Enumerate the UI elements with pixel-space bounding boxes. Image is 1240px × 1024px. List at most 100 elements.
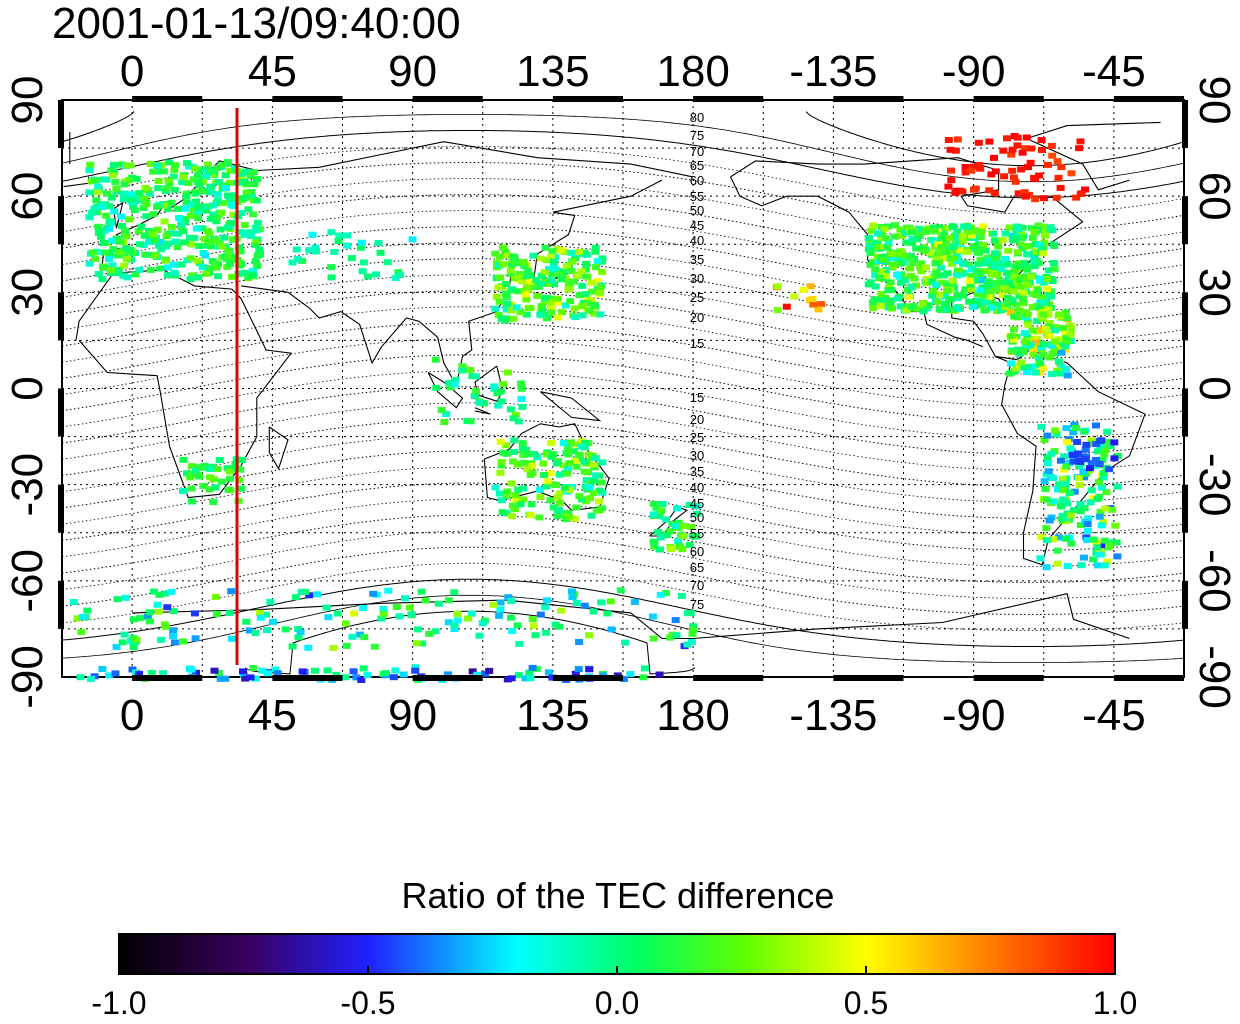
tec-pixel [132, 637, 141, 643]
tec-pixel [100, 240, 108, 246]
tec-pixel [223, 159, 232, 166]
tec-pixel [188, 498, 196, 505]
tec-pixel [932, 270, 941, 277]
tec-pixel [141, 251, 150, 258]
tec-pixel [224, 248, 233, 254]
tec-pixel [993, 271, 1002, 278]
tec-pixel [917, 229, 926, 235]
tec-pixel [88, 249, 97, 256]
tec-pixel [153, 203, 162, 210]
tec-pixel [186, 212, 195, 219]
tec-pixel [1074, 475, 1083, 481]
tec-pixel [692, 533, 701, 540]
tec-pixel [77, 629, 86, 635]
tec-pixel [967, 286, 976, 293]
tec-pixel [546, 254, 555, 261]
bottom-scale-bar [552, 675, 623, 681]
tec-pixel [1063, 500, 1072, 507]
tec-pixel [958, 232, 967, 239]
tec-pixel [522, 296, 531, 303]
tec-pixel [593, 257, 602, 264]
tec-pixel [1043, 286, 1052, 292]
contour-label-south: 35 [690, 464, 704, 479]
tec-pixel [1029, 351, 1038, 358]
tec-pixel [508, 261, 516, 268]
tec-pixel [1102, 489, 1111, 496]
tec-pixel [1113, 553, 1122, 560]
tec-pixel [1081, 446, 1090, 453]
tec-pixel [912, 282, 920, 289]
tec-pixel [472, 388, 481, 395]
tec-pixel [513, 461, 522, 468]
tec-pixel [153, 162, 162, 169]
tec-pixel [946, 146, 955, 153]
tec-pixel [886, 299, 895, 306]
tec-pixel [170, 261, 179, 268]
tec-pixel [1028, 363, 1037, 370]
tec-pixel [1030, 228, 1039, 235]
tec-pixel [969, 243, 978, 250]
colorbar: Ratio of the TEC difference -1.0 -0.5 0.0 0… [91, 875, 1137, 1021]
tec-pixel [199, 204, 208, 210]
tec-pixel [548, 277, 556, 284]
tec-pixel [1099, 470, 1108, 476]
tec-pixel [1072, 424, 1081, 431]
tec-pixel [1002, 300, 1011, 307]
tec-pixel [506, 270, 515, 277]
tec-pixel [466, 366, 475, 373]
tec-pixel [107, 194, 116, 201]
tec-pixel [1060, 453, 1069, 460]
tec-pixel [560, 484, 569, 491]
tec-pixel [1015, 277, 1024, 283]
tec-pixel [566, 439, 575, 446]
bottom-lon-tick-label: -90 [942, 691, 1006, 740]
tec-pixel [1030, 263, 1039, 270]
tec-pixel [1010, 274, 1019, 280]
tec-pixel [1056, 457, 1065, 464]
tec-pixel [163, 206, 172, 212]
tec-pixel [226, 260, 234, 267]
tec-pixel [173, 205, 182, 212]
tec-pixel [871, 244, 880, 251]
tec-pixel [252, 238, 261, 245]
tec-pixel [1103, 438, 1112, 445]
tec-pixel [1017, 231, 1026, 238]
tec-pixel [880, 225, 889, 232]
tec-pixel [906, 265, 915, 272]
tec-pixel [947, 177, 956, 184]
tec-pixel [149, 211, 158, 218]
tec-pixel [958, 238, 967, 245]
tec-pixel [79, 613, 87, 620]
tec-pixel [490, 385, 499, 392]
tec-pixel [1061, 535, 1070, 542]
tec-pixel [935, 305, 944, 312]
tec-pixel [526, 272, 535, 279]
tec-pixel [186, 255, 195, 262]
tec-pixel [940, 293, 949, 300]
tec-pixel [105, 225, 114, 232]
tec-pixel [467, 610, 476, 617]
tec-pixel [125, 216, 134, 223]
tec-pixel [1042, 537, 1051, 544]
tec-pixel [966, 224, 975, 231]
tec-pixel [221, 172, 230, 179]
tec-pixel [291, 594, 300, 601]
tec-pixel [999, 279, 1008, 286]
tec-pixel [195, 473, 203, 480]
contour-label-south: 15 [690, 390, 704, 405]
tec-pixel [922, 264, 930, 271]
tec-pixel [190, 610, 199, 617]
tec-pixel [198, 464, 207, 471]
tec-pixel [179, 228, 188, 235]
tec-pixel [585, 307, 594, 314]
tec-pixel [215, 457, 224, 463]
tec-pixel [473, 671, 482, 678]
tec-pixel [1050, 346, 1059, 353]
tec-pixel [94, 271, 103, 277]
tec-pixel [481, 670, 490, 677]
tec-pixel [974, 139, 983, 146]
tec-pixel [350, 610, 358, 617]
tec-pixel [548, 674, 557, 681]
tec-pixel [902, 307, 911, 314]
tec-pixel [974, 301, 983, 308]
